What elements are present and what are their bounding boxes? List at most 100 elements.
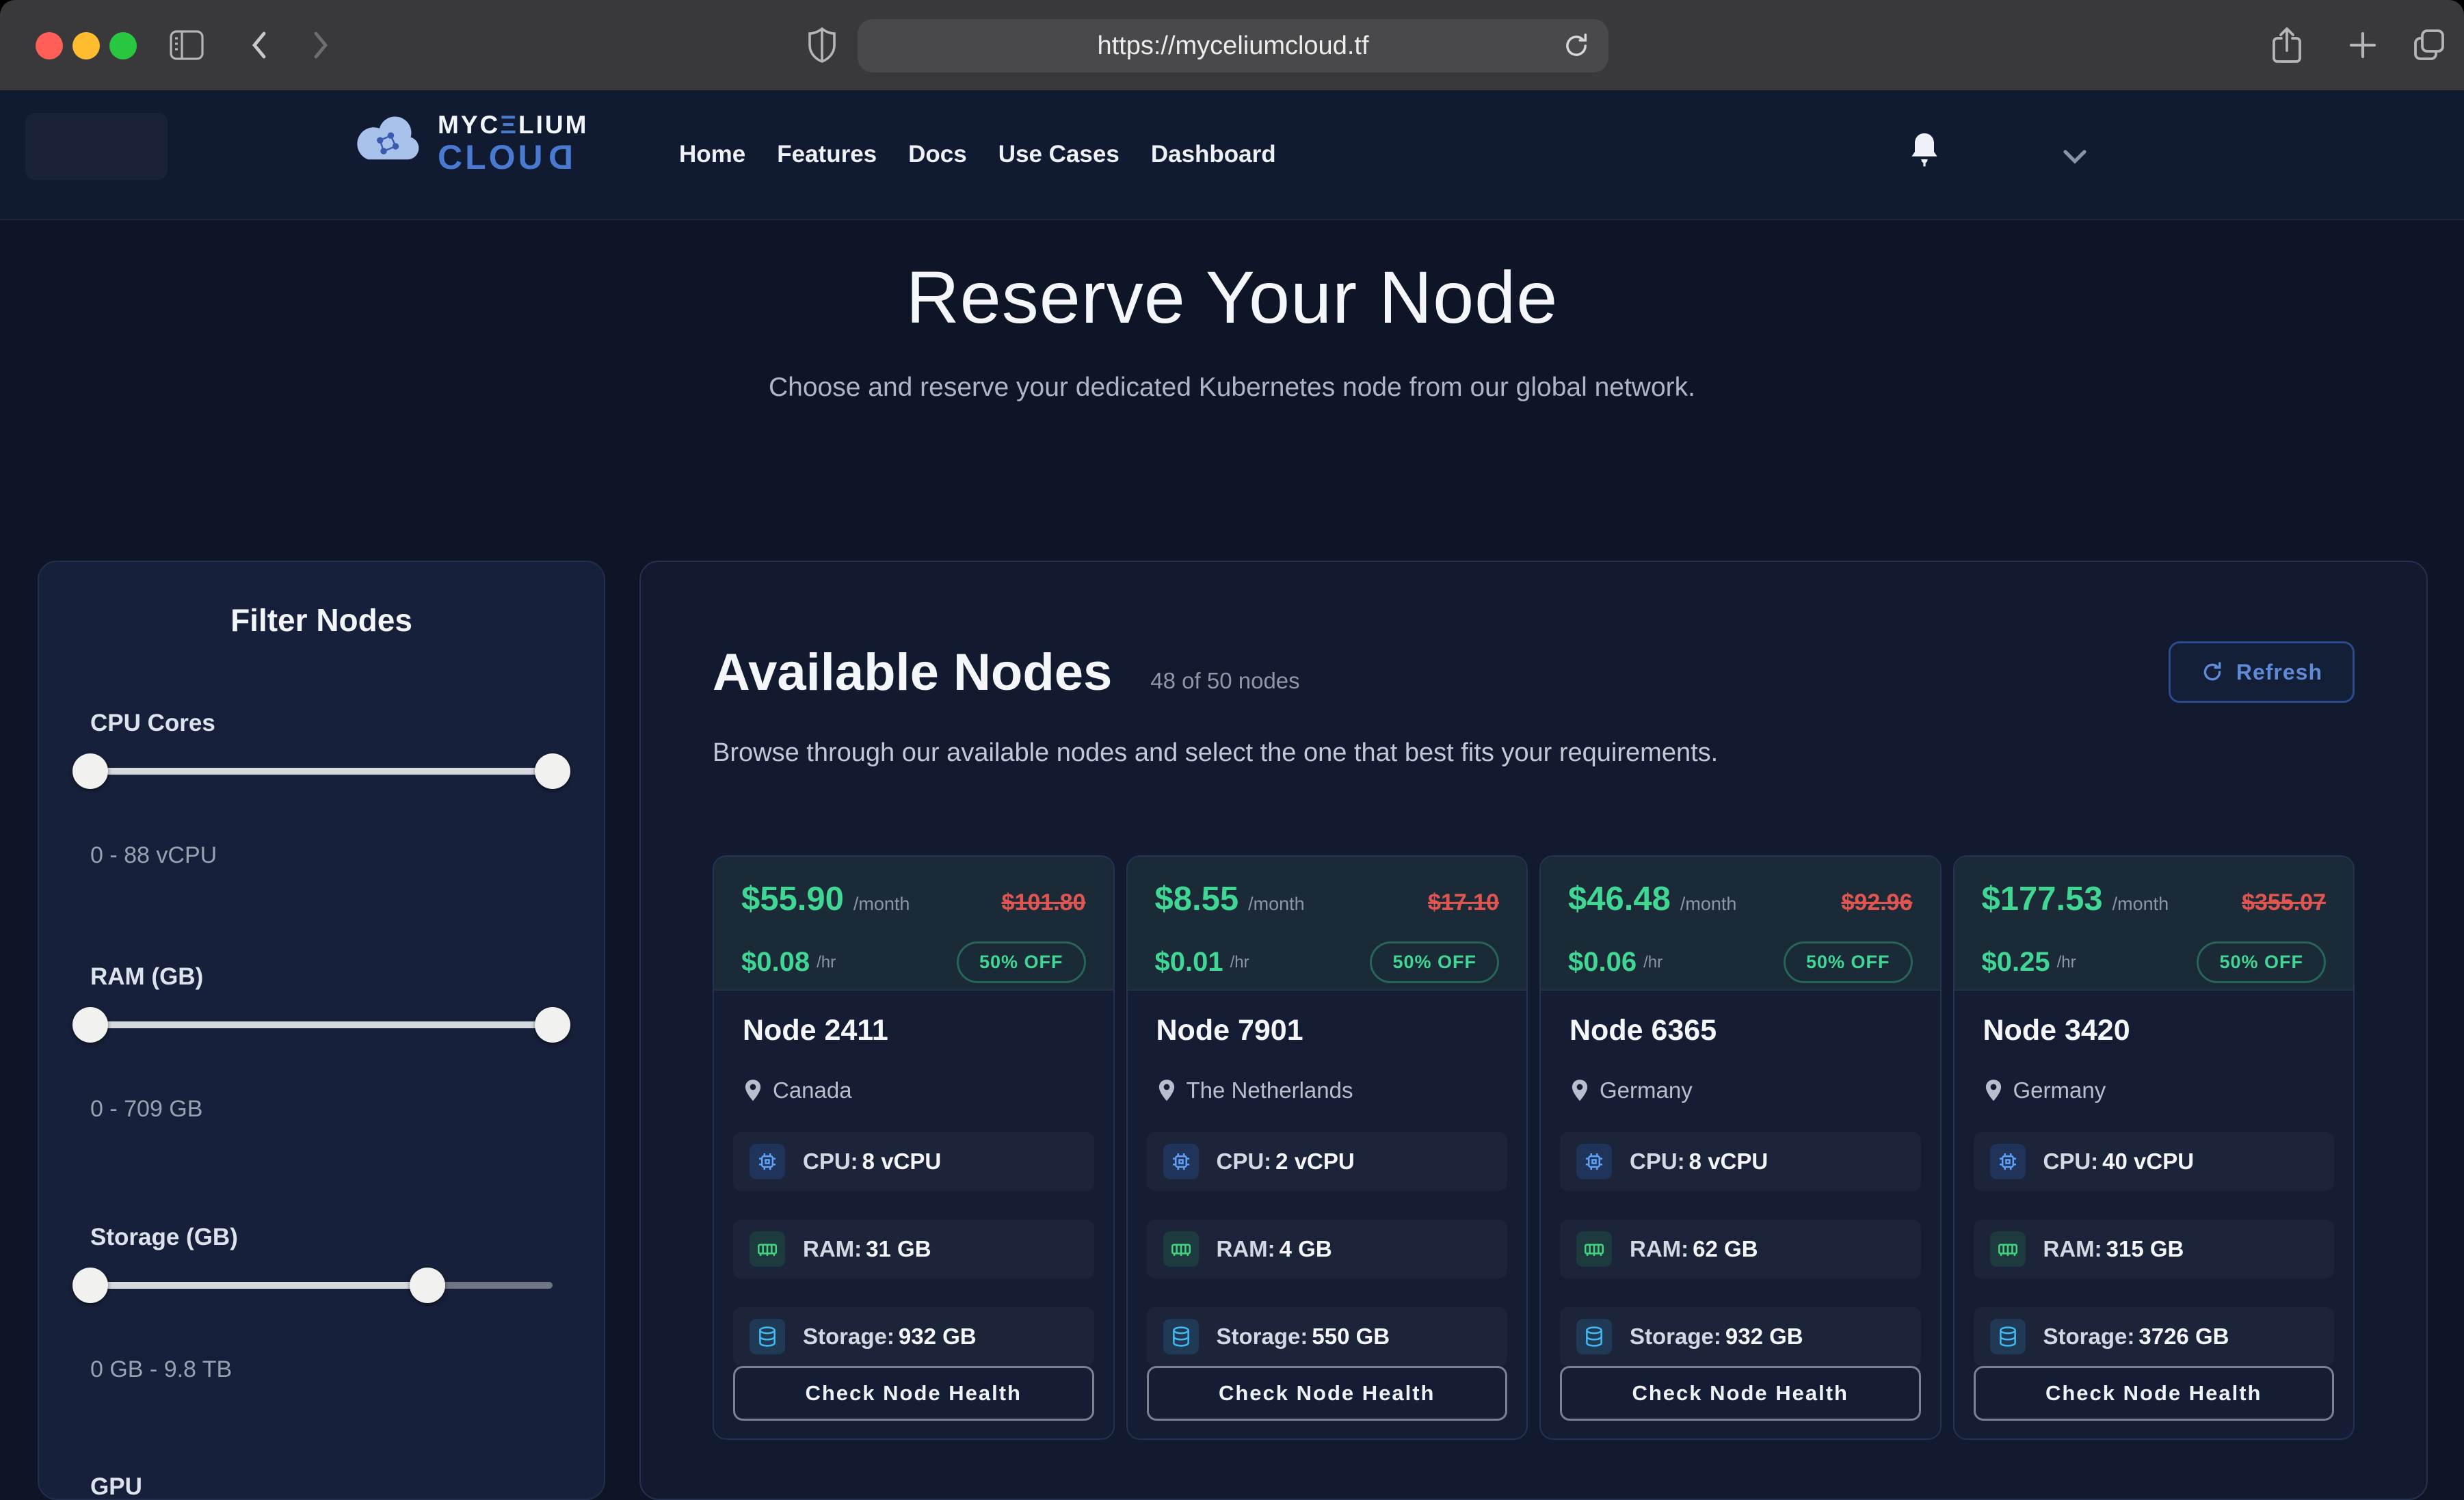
ram-label: RAM: <box>2043 1236 2102 1261</box>
section-title: Available Nodes <box>713 643 1113 701</box>
check-node-health-button[interactable]: Check Node Health <box>1560 1366 1921 1421</box>
cpu-icon <box>1163 1144 1199 1179</box>
ram-range-slider[interactable] <box>72 1007 570 1043</box>
cpu-label: CPU: <box>803 1149 858 1174</box>
storage-icon <box>1576 1319 1612 1354</box>
nav-item-features[interactable]: Features <box>777 141 877 168</box>
ram-icon <box>750 1231 785 1267</box>
storage-value: 932 GB <box>898 1324 977 1349</box>
slider-fill <box>90 768 553 775</box>
ram-spec-row: RAM: 4 GB <box>1147 1220 1508 1278</box>
node-card[interactable]: $55.90 /month $101.80 $0.08 /hr 50% OFF … <box>713 855 1115 1440</box>
refresh-icon <box>2201 660 2224 684</box>
filter-label-gpu: GPU <box>90 1473 142 1500</box>
node-card[interactable]: $177.53 /month $355.07 $0.25 /hr 50% OFF… <box>1952 855 2355 1440</box>
cpu-spec-row: CPU: 8 vCPU <box>1560 1132 1921 1191</box>
node-name: Node 6365 <box>1569 1014 1717 1047</box>
cpu-value: 8 vCPU <box>1688 1149 1768 1174</box>
check-node-health-label: Check Node Health <box>2045 1381 2262 1405</box>
node-location: Canada <box>773 1077 852 1103</box>
address-bar[interactable]: https://myceliumcloud.tf <box>858 19 1608 72</box>
cpu-slider-max-handle[interactable] <box>535 753 570 789</box>
slider-fill <box>90 1021 553 1028</box>
ram-value: 315 GB <box>2106 1236 2184 1261</box>
close-window-button[interactable] <box>36 32 63 59</box>
storage-icon <box>750 1319 785 1354</box>
ram-slider-max-handle[interactable] <box>535 1007 570 1043</box>
sidebar-toggle-icon[interactable] <box>170 0 204 90</box>
minimize-window-button[interactable] <box>72 32 100 59</box>
storage-spec-row: Storage: 932 GB <box>1560 1307 1921 1366</box>
nav-item-use-cases[interactable]: Use Cases <box>998 141 1120 168</box>
cpu-spec-row: CPU: 8 vCPU <box>733 1132 1094 1191</box>
hero-section: Reserve Your Node Choose and reserve you… <box>0 219 2464 403</box>
price-monthly: $46.48 <box>1568 881 1671 918</box>
per-hour-label: /hr <box>817 952 836 972</box>
storage-spec-row: Storage: 3726 GB <box>1974 1307 2335 1366</box>
cpu-spec-row: CPU: 40 vCPU <box>1974 1132 2335 1191</box>
cpu-cores-range-slider[interactable] <box>72 753 570 789</box>
storage-value: 550 GB <box>1312 1324 1390 1349</box>
check-node-health-label: Check Node Health <box>1632 1381 1849 1405</box>
ram-value: 31 GB <box>866 1236 931 1261</box>
brand-logo[interactable]: MYCΞLIUM CLOUD <box>350 111 588 176</box>
node-location: The Netherlands <box>1186 1077 1353 1103</box>
refresh-button[interactable]: Refresh <box>2168 641 2355 703</box>
storage-spec-row: Storage: 932 GB <box>733 1307 1094 1366</box>
filter-range-storage: 0 GB - 9.8 TB <box>90 1356 233 1382</box>
back-icon[interactable] <box>246 0 274 90</box>
zoom-window-button[interactable] <box>109 32 137 59</box>
location-pin-icon <box>743 1078 763 1103</box>
account-chevron-down-icon[interactable] <box>2060 148 2090 170</box>
node-name: Node 3420 <box>1983 1014 2130 1047</box>
storage-slider-max-handle[interactable] <box>410 1268 446 1303</box>
storage-range-slider[interactable] <box>72 1268 553 1303</box>
node-count-label: 48 of 50 nodes <box>1150 668 1300 693</box>
node-card[interactable]: $8.55 /month $17.10 $0.01 /hr 50% OFF No… <box>1126 855 1528 1440</box>
cpu-slider-min-handle[interactable] <box>72 753 108 789</box>
notifications-bell-icon[interactable] <box>1907 130 1942 173</box>
storage-label: Storage: <box>2043 1324 2135 1349</box>
cpu-value: 8 vCPU <box>862 1149 942 1174</box>
price-monthly: $8.55 <box>1154 881 1239 918</box>
ram-spec-row: RAM: 31 GB <box>733 1220 1094 1278</box>
check-node-health-button[interactable]: Check Node Health <box>1973 1366 2334 1421</box>
price-header: $55.90 /month $101.80 $0.08 /hr 50% OFF <box>714 857 1113 991</box>
privacy-shield-icon[interactable] <box>806 0 838 90</box>
price-original: $17.10 <box>1428 889 1499 915</box>
price-header: $177.53 /month $355.07 $0.25 /hr 50% OFF <box>1954 857 2353 991</box>
per-month-label: /month <box>1680 894 1737 914</box>
new-tab-icon[interactable] <box>2344 0 2381 90</box>
window-controls <box>36 32 137 59</box>
node-card[interactable]: $46.48 /month $92.96 $0.06 /hr 50% OFF N… <box>1539 855 1942 1440</box>
nav-item-home[interactable]: Home <box>679 141 746 168</box>
reload-icon[interactable] <box>1562 31 1591 60</box>
forward-icon[interactable] <box>306 0 334 90</box>
check-node-health-button[interactable]: Check Node Health <box>1146 1366 1507 1421</box>
nav-links: Home Features Docs Use Cases Dashboard <box>679 90 1276 219</box>
storage-slider-min-handle[interactable] <box>72 1268 108 1303</box>
per-month-label: /month <box>853 894 910 914</box>
slider-fill <box>90 1282 428 1289</box>
available-nodes-header: Available Nodes 48 of 50 nodes Refresh <box>713 641 2355 703</box>
share-icon[interactable] <box>2269 0 2305 90</box>
node-card-body: Node 7901 The Netherlands CPU: 2 vCPU <box>1128 991 1527 1438</box>
storage-value: 3726 GB <box>2138 1324 2229 1349</box>
nav-item-dashboard[interactable]: Dashboard <box>1150 141 1276 168</box>
per-hour-label: /hr <box>1643 952 1663 972</box>
storage-label: Storage: <box>1630 1324 1721 1349</box>
nav-item-docs[interactable]: Docs <box>908 141 967 168</box>
ram-slider-min-handle[interactable] <box>72 1007 108 1043</box>
filter-label-storage: Storage (GB) <box>90 1224 238 1250</box>
discount-badge: 50% OFF <box>2197 941 2326 983</box>
ram-label: RAM: <box>1216 1236 1275 1261</box>
discount-badge: 50% OFF <box>956 941 1086 983</box>
location-pin-icon <box>1156 1078 1177 1103</box>
price-header: $8.55 /month $17.10 $0.01 /hr 50% OFF <box>1127 857 1526 991</box>
check-node-health-button[interactable]: Check Node Health <box>733 1366 1094 1421</box>
tab-overview-icon[interactable] <box>2410 0 2448 90</box>
brand-wordmark: MYCΞLIUM CLOUD <box>438 111 589 176</box>
node-card-body: Node 3420 Germany CPU: 40 vCPU <box>1955 991 2354 1438</box>
cpu-label: CPU: <box>1216 1149 1272 1174</box>
node-location: Germany <box>1600 1077 1693 1103</box>
